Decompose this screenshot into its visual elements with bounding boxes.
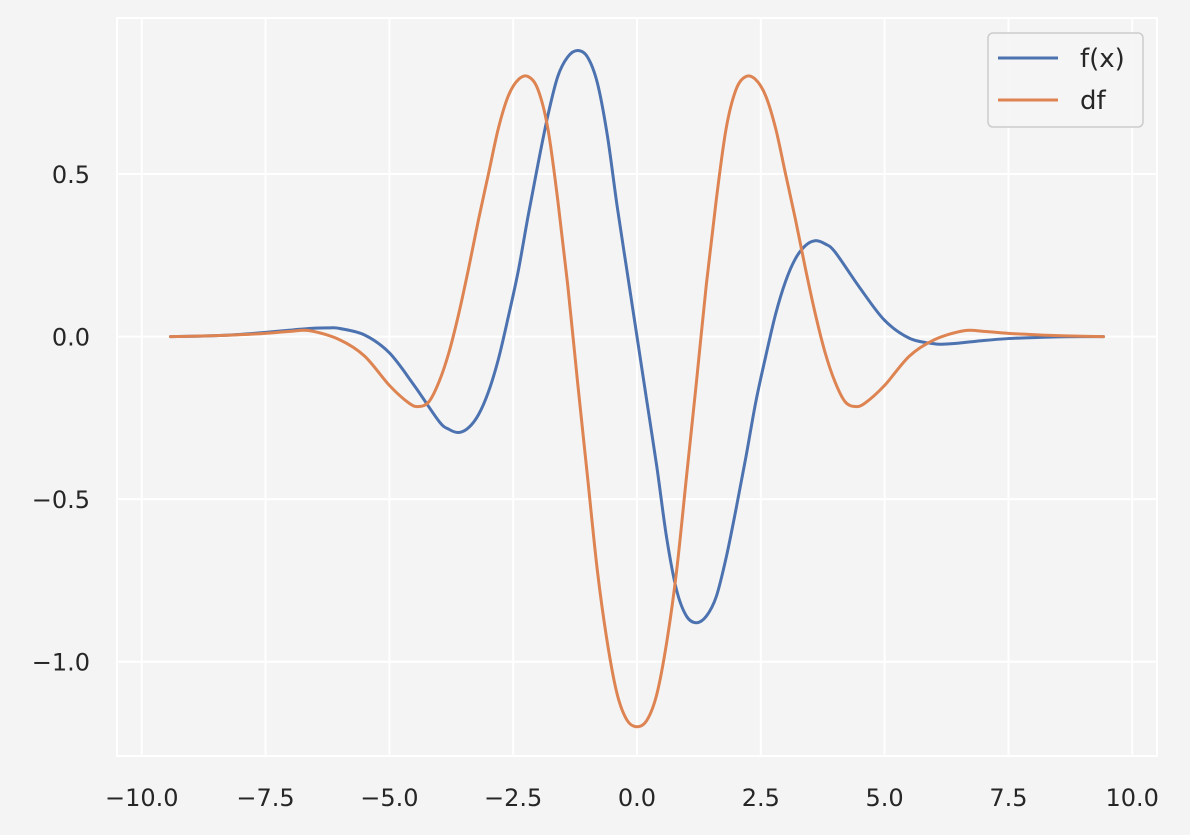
x-tick-label: −2.5	[484, 784, 542, 812]
series-line-df	[168, 74, 1106, 729]
series-line-fx	[168, 49, 1106, 625]
legend: f(x) df	[987, 32, 1144, 128]
x-tick-label: −10.0	[105, 784, 179, 812]
y-axis-ticks: −1.0 −0.5 0.0 0.5	[32, 161, 90, 677]
x-tick-label: −5.0	[360, 784, 418, 812]
x-tick-label: 0.0	[618, 784, 656, 812]
x-tick-label: 10.0	[1106, 784, 1159, 812]
series-lines	[168, 49, 1106, 729]
x-tick-label: 5.0	[866, 784, 904, 812]
x-tick-label: 7.5	[989, 784, 1027, 812]
x-tick-label: 2.5	[742, 784, 780, 812]
x-tick-label: −7.5	[236, 784, 294, 812]
y-tick-label: 0.5	[52, 161, 90, 189]
y-tick-label: −0.5	[32, 486, 90, 514]
y-tick-label: 0.0	[52, 324, 90, 352]
x-axis-ticks: −10.0 −7.5 −5.0 −2.5 0.0 2.5 5.0 7.5 10.0	[105, 784, 1159, 812]
y-tick-label: −1.0	[32, 649, 90, 677]
legend-label-df: df	[1080, 86, 1107, 116]
legend-label-fx: f(x)	[1080, 44, 1125, 74]
